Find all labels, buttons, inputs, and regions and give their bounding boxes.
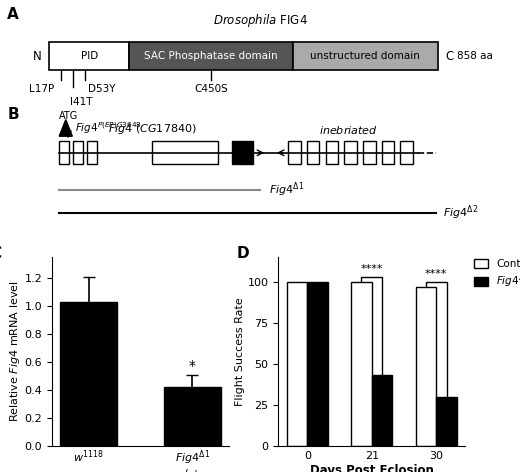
Text: D53Y: D53Y	[88, 84, 116, 93]
Bar	[129, 42, 293, 70]
Bar	[288, 141, 301, 164]
Text: ****: ****	[360, 264, 383, 274]
Bar	[351, 282, 372, 446]
Text: $\it{Fig4}^{\it{P(EP)G3648}}$: $\it{Fig4}^{\it{P(EP)G3648}}$	[75, 120, 142, 136]
Text: A: A	[7, 7, 19, 22]
Bar	[164, 388, 221, 446]
Bar	[232, 141, 253, 164]
Text: $\it{Drosophila}$ FIG4: $\it{Drosophila}$ FIG4	[213, 12, 307, 29]
Text: 858 aa: 858 aa	[457, 51, 492, 61]
Y-axis label: Flight Success Rate: Flight Success Rate	[235, 297, 245, 406]
Bar	[344, 141, 357, 164]
Bar	[400, 141, 413, 164]
Text: ****: ****	[425, 269, 448, 278]
Bar	[287, 282, 307, 446]
Text: N: N	[33, 50, 42, 63]
Legend: Control, $\it{Fig4}^{\Delta1}$: Control, $\it{Fig4}^{\Delta1}$	[474, 259, 520, 289]
Bar	[363, 141, 375, 164]
Text: C: C	[0, 246, 1, 261]
Text: $\it{Fig4}^{\Delta1}$: $\it{Fig4}^{\Delta1}$	[269, 180, 305, 199]
Bar	[415, 287, 436, 446]
Bar	[60, 302, 117, 446]
Text: $\it{inebriated}$: $\it{inebriated}$	[319, 124, 379, 136]
Text: unstructured domain: unstructured domain	[310, 51, 420, 61]
Bar	[73, 141, 83, 164]
Text: *: *	[189, 359, 196, 373]
Text: PID: PID	[81, 51, 98, 61]
Bar	[372, 375, 393, 446]
Bar	[87, 141, 97, 164]
Text: $\it{Fig4}^{\Delta2}$: $\it{Fig4}^{\Delta2}$	[443, 203, 478, 222]
Text: $\it{Fig4\ (CG17840)}$: $\it{Fig4\ (CG17840)}$	[108, 122, 197, 136]
Bar	[307, 282, 328, 446]
Text: L17P: L17P	[29, 84, 54, 93]
Bar	[59, 141, 69, 164]
Text: D: D	[237, 246, 250, 261]
Bar	[293, 42, 438, 70]
Bar	[382, 141, 394, 164]
Bar	[307, 141, 319, 164]
Bar	[49, 42, 129, 70]
Text: C: C	[446, 50, 453, 63]
Text: SAC Phosphatase domain: SAC Phosphatase domain	[144, 51, 278, 61]
Y-axis label: Relative $\it{Fig4}$ mRNA level: Relative $\it{Fig4}$ mRNA level	[8, 281, 22, 422]
Text: C450S: C450S	[194, 84, 228, 93]
Text: B: B	[7, 107, 19, 122]
Text: ATG: ATG	[58, 111, 78, 121]
Bar	[326, 141, 338, 164]
Polygon shape	[59, 119, 72, 136]
Bar	[152, 141, 218, 164]
Bar	[436, 397, 457, 446]
Text: I41T: I41T	[71, 97, 93, 107]
X-axis label: Days Post Eclosion: Days Post Eclosion	[310, 464, 434, 472]
